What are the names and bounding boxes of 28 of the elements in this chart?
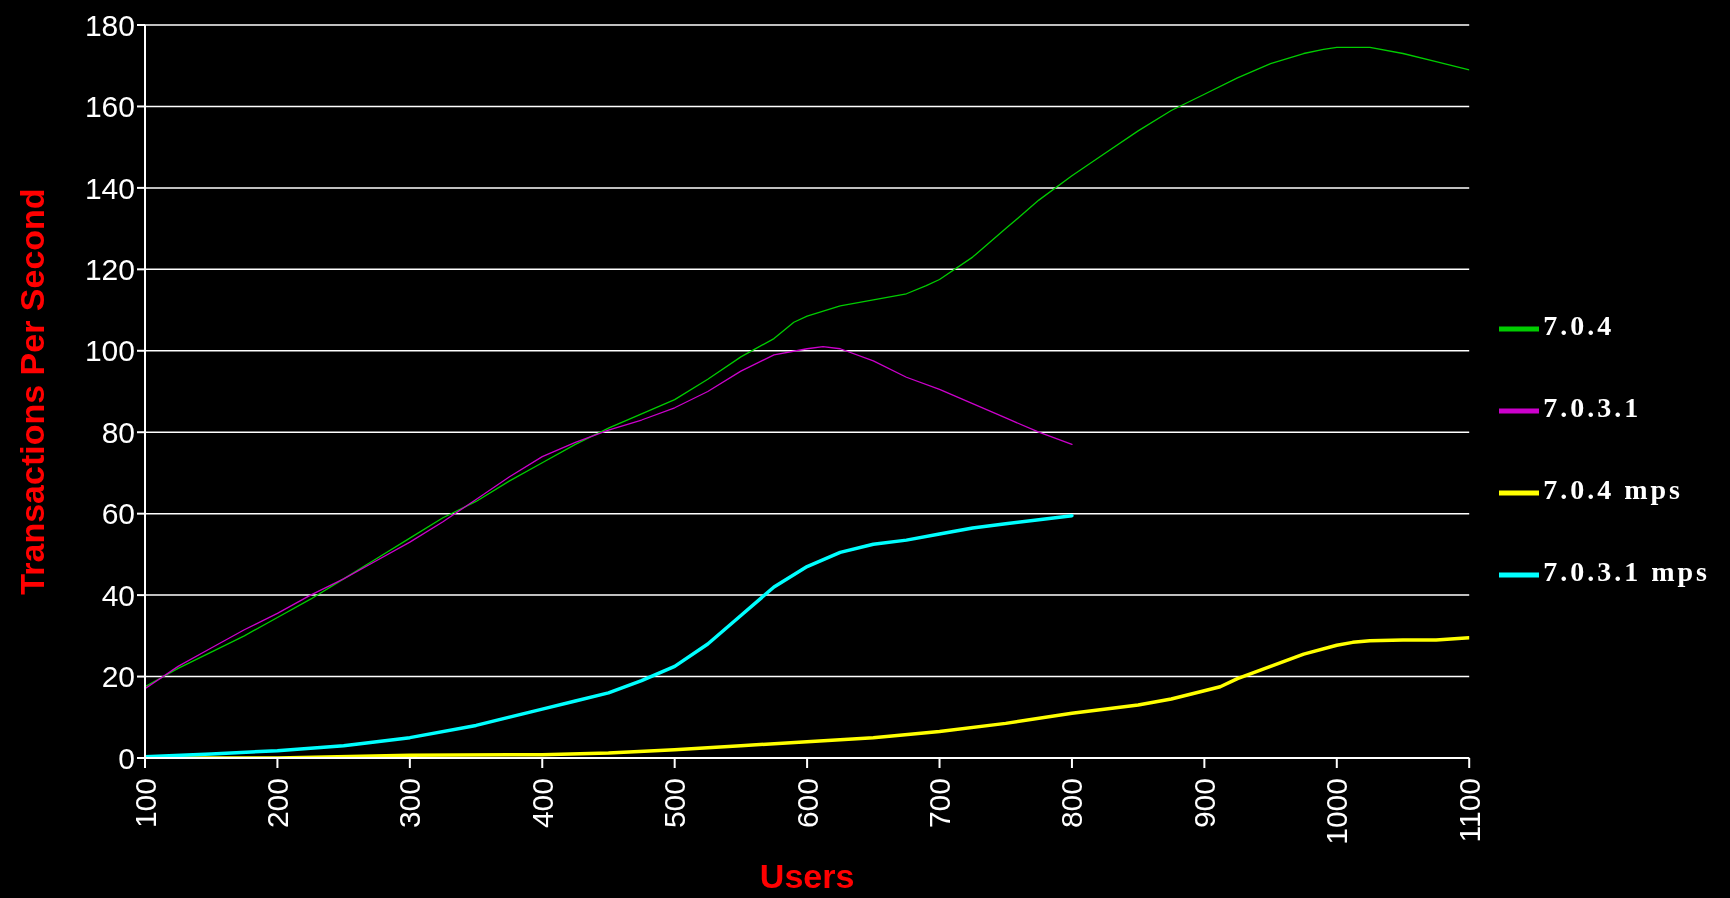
y-tick-label: 80 <box>101 415 135 449</box>
x-tick-label: 900 <box>1187 778 1221 829</box>
y-axis-title: Transactions Per Second <box>13 188 52 595</box>
x-tick-label: 600 <box>790 778 824 829</box>
x-axis-title: Users <box>759 857 855 895</box>
y-tick-label: 60 <box>101 497 135 531</box>
x-tick-label: 1000 <box>1320 778 1354 845</box>
legend-label: 7.0.4 <box>1543 310 1615 341</box>
legend-label: 7.0.3.1 <box>1543 392 1642 423</box>
y-tick-label: 0 <box>118 741 135 775</box>
x-tick-label: 200 <box>260 778 294 829</box>
y-tick-label: 120 <box>84 252 135 286</box>
x-tick-label: 500 <box>658 778 692 829</box>
line-series <box>145 513 1074 758</box>
y-tick-label: 100 <box>84 334 135 368</box>
y-tick-label: 180 <box>84 8 135 42</box>
x-tick-label: 1100 <box>1452 778 1486 843</box>
x-tick-label: 700 <box>923 778 957 829</box>
legend-label: 7.0.4 mps <box>1543 474 1683 505</box>
legend-label: 7.0.3.1 mps <box>1543 556 1710 587</box>
y-tick-label: 140 <box>84 171 135 205</box>
x-tick-label: 300 <box>393 778 427 829</box>
y-tick-label: 160 <box>84 90 135 124</box>
x-tick-label: 800 <box>1055 778 1089 829</box>
y-tick-label: 40 <box>101 578 135 612</box>
y-tick-label: 20 <box>101 660 135 694</box>
x-tick-label: 400 <box>525 778 559 829</box>
line-series <box>145 346 1073 690</box>
